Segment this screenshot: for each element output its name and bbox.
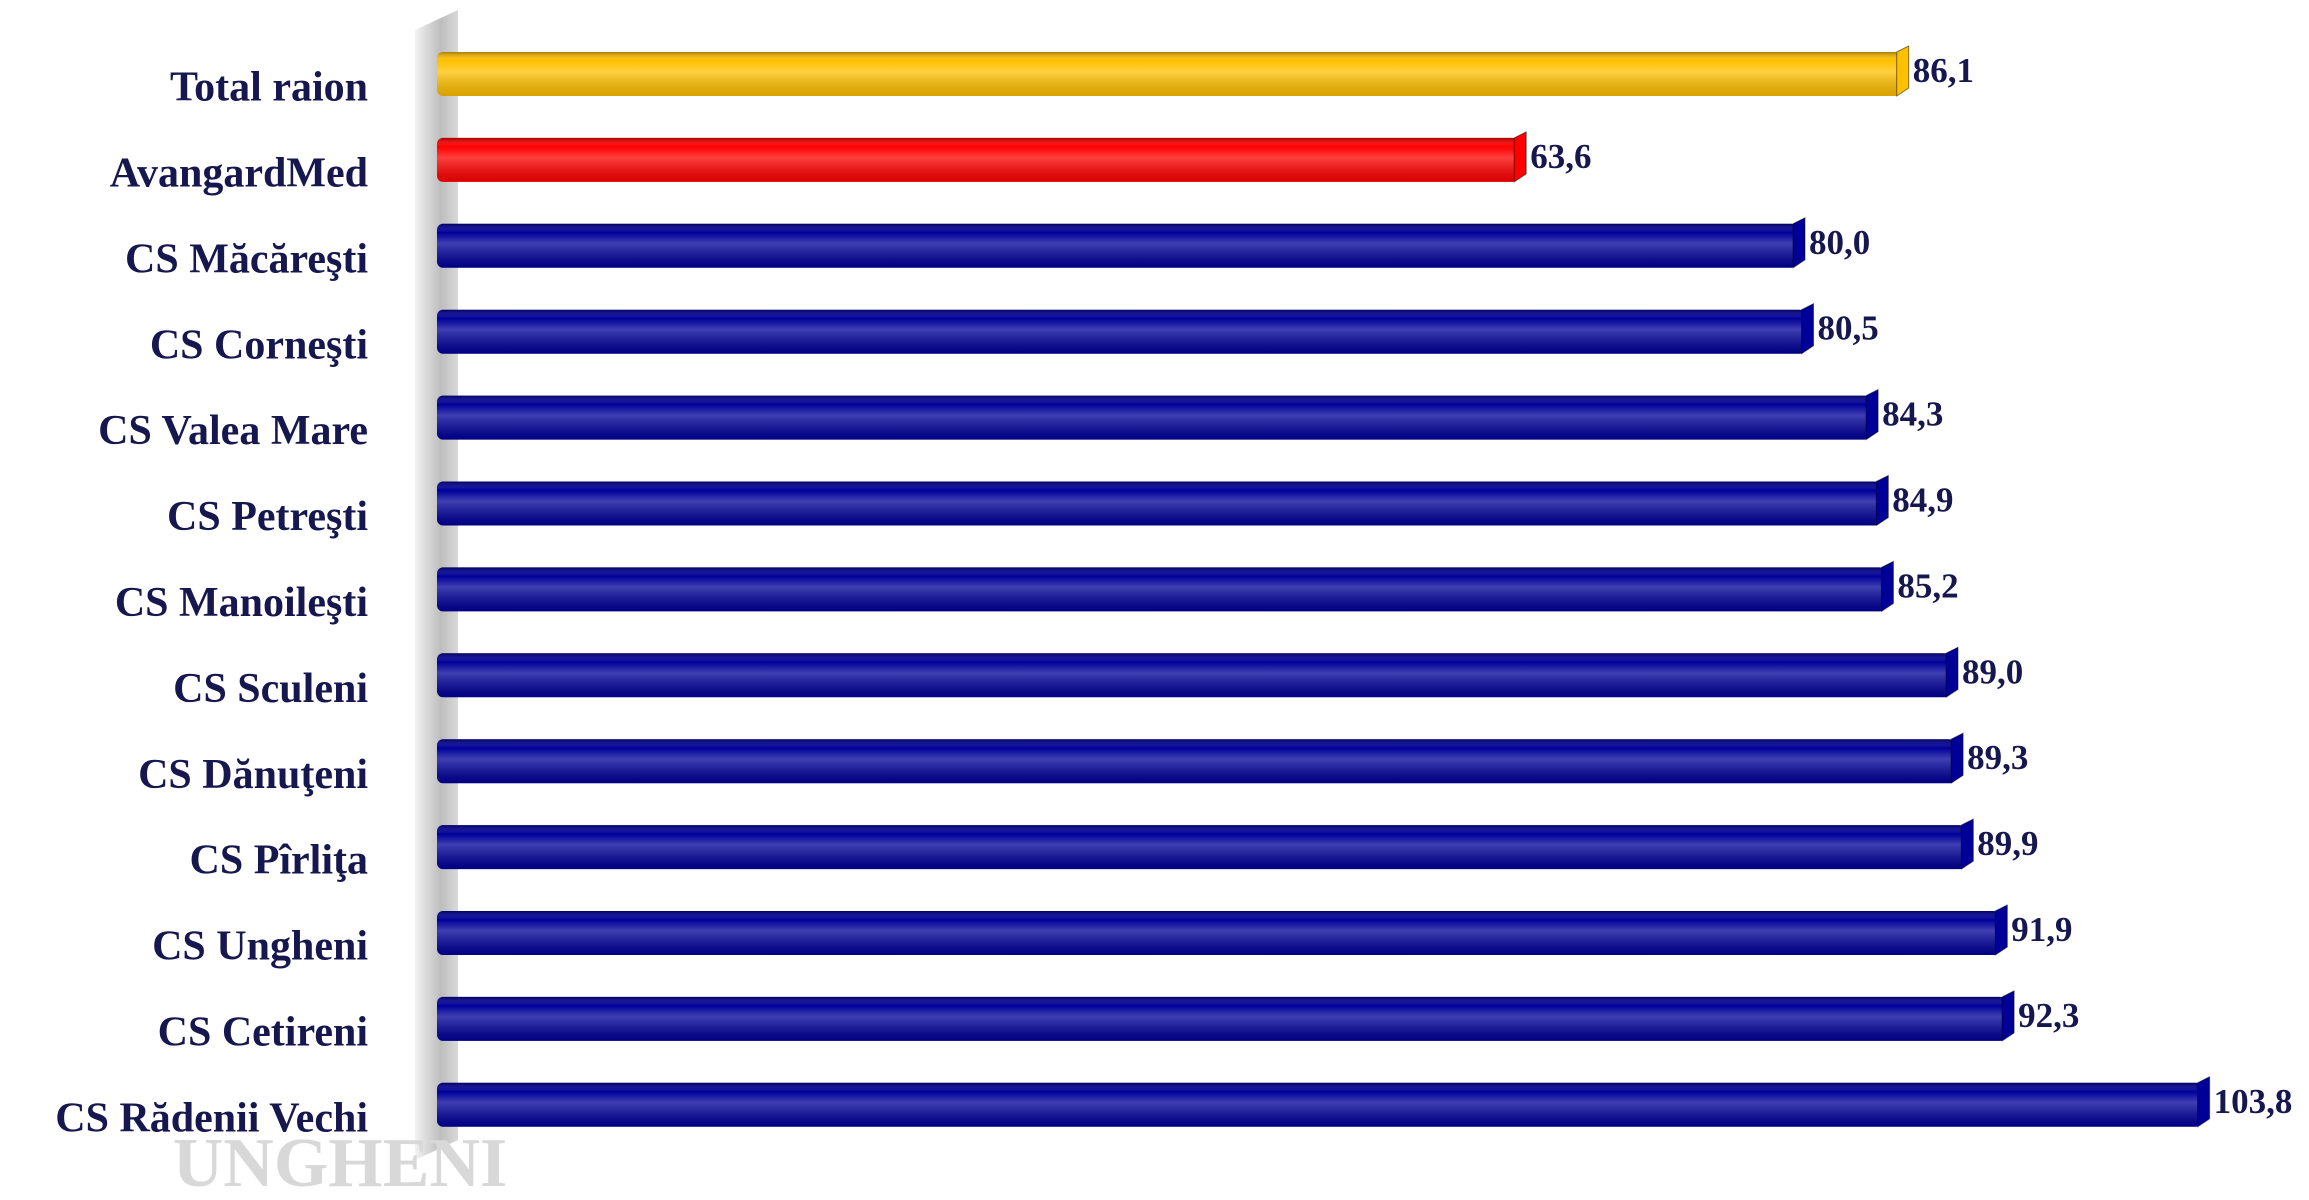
category-label: CS Manoileşti xyxy=(115,580,369,626)
bar-cap xyxy=(1994,904,2008,956)
value-label: 89,3 xyxy=(1967,738,2028,777)
bar-shade xyxy=(437,996,2007,1041)
bar-shade xyxy=(437,1082,2202,1127)
bar-cap xyxy=(1960,818,1974,871)
bar-cap xyxy=(1950,732,1964,785)
category-label: CS Petreşti xyxy=(167,494,368,540)
category-label: CS Ungheni xyxy=(152,924,368,970)
value-label: 85,2 xyxy=(1897,566,1958,605)
bar-shade xyxy=(437,911,2000,955)
value-label: 91,9 xyxy=(2011,910,2072,949)
bar-cap xyxy=(1945,646,1959,699)
bar-cap xyxy=(1801,302,1814,355)
bar-shade xyxy=(437,309,1806,354)
bar-shade xyxy=(437,223,1797,268)
bar-shade xyxy=(437,481,1881,526)
bar-shade xyxy=(437,567,1886,612)
bar-cap xyxy=(1875,474,1889,527)
category-label: CS Sculeni xyxy=(173,666,368,712)
watermark: UNGHENI xyxy=(173,1125,507,1200)
bar-cap xyxy=(2197,1075,2211,1128)
bar-cap xyxy=(1865,388,1879,441)
bar-cap xyxy=(1513,131,1527,183)
axis-wall xyxy=(415,10,458,1160)
bar-shade xyxy=(437,137,1519,182)
category-label: Total raion xyxy=(170,65,368,111)
bar-shade xyxy=(437,52,1901,96)
bar-cap xyxy=(2001,990,2015,1042)
bar-cap xyxy=(1880,560,1894,613)
value-label: 84,3 xyxy=(1882,395,1943,434)
category-label: CS Corneşti xyxy=(150,322,368,368)
value-label: 103,8 xyxy=(2214,1082,2293,1121)
category-label: CS Pîrliţa xyxy=(190,838,368,884)
value-label: 80,0 xyxy=(1809,223,1870,262)
value-label: 92,3 xyxy=(2018,996,2079,1035)
category-label: CS Dănuţeni xyxy=(138,752,368,798)
category-label: AvangardMed xyxy=(110,151,368,197)
bar-shade xyxy=(437,653,1950,698)
bar-cap xyxy=(1896,45,1910,97)
category-label: CS Rădenii Vechi xyxy=(55,1095,368,1141)
bar-shade xyxy=(437,739,1956,784)
bar-cap xyxy=(1792,216,1806,269)
bar-shade xyxy=(437,395,1871,440)
category-label: CS Valea Mare xyxy=(98,408,368,454)
bar-shade xyxy=(437,825,1966,870)
value-label: 89,9 xyxy=(1977,824,2038,863)
value-label: 63,6 xyxy=(1530,137,1591,176)
value-label: 84,9 xyxy=(1892,481,1953,520)
value-label: 80,5 xyxy=(1818,309,1879,348)
category-label: CS Cetireni xyxy=(158,1010,369,1056)
category-label: CS Măcăreşti xyxy=(125,236,368,282)
value-label: 86,1 xyxy=(1913,51,1974,90)
value-label: 89,0 xyxy=(1962,652,2023,691)
